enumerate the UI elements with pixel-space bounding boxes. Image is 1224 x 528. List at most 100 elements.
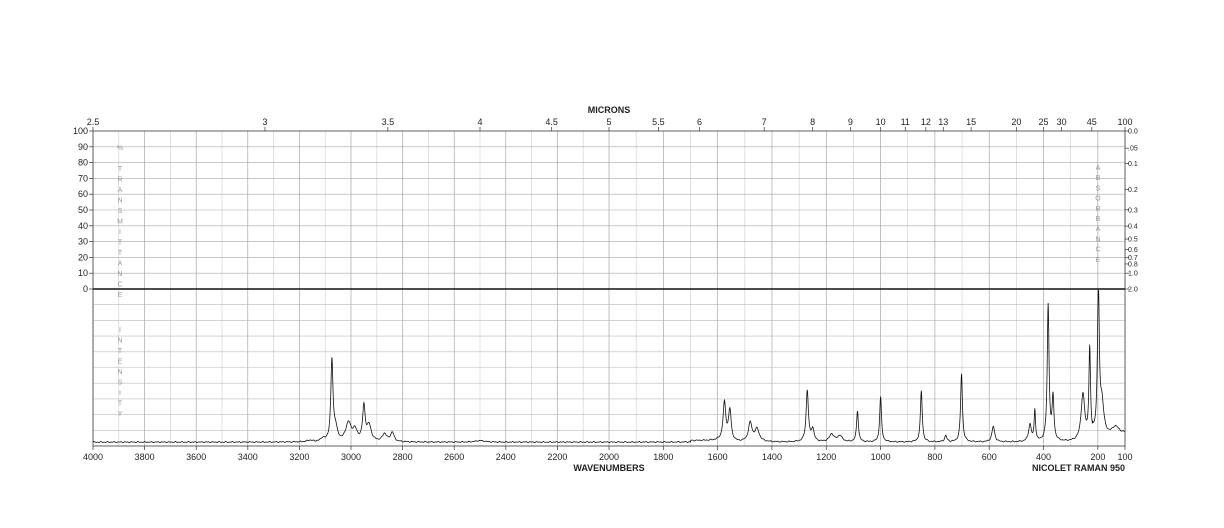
transmittance-tick-label: 0 (83, 284, 88, 294)
transmittance-tick-label: 90 (78, 142, 88, 152)
absorbance-axis: 0.0 .05 0.1 0.2 0.3 0.4 0.5 0.60.70.8 1.0 2.0 (1125, 129, 1138, 294)
transmittance-tick-label: 40 (78, 221, 88, 231)
micron-tick-label: 13 (938, 117, 948, 127)
vertical-label-letter: N (1095, 236, 1100, 243)
micron-tick-label: 12 (921, 117, 931, 127)
wavenumber-tick-label: 1000 (871, 452, 891, 462)
micron-tick-label: 5.5 (652, 117, 665, 127)
wavenumber-tick-label: 4000 (83, 452, 103, 462)
transmittance-tick-label: 60 (78, 189, 88, 199)
micron-tick-label: 45 (1087, 117, 1097, 127)
vertical-label-letter: O (1095, 196, 1101, 203)
vertical-label-letter: Y (118, 411, 123, 418)
transmittance-tick-label: 10 (78, 268, 88, 278)
micron-tick-label: 15 (966, 117, 976, 127)
wavenumber-tick-label: 3200 (289, 452, 309, 462)
wavenumber-tick-label: 3600 (186, 452, 206, 462)
wavenumber-tick-label: 2800 (393, 452, 413, 462)
vertical-label-letter: E (118, 359, 123, 366)
vertical-label-letter: % (117, 145, 123, 152)
vertical-label-letter: N (117, 338, 122, 345)
wavenumber-tick-label: 3000 (341, 452, 361, 462)
absorbance-tick-label: 1.0 (1128, 271, 1138, 278)
absorbance-tick-label: 0.3 (1128, 207, 1138, 214)
wavenumber-tick-label: 200 (1090, 452, 1105, 462)
micron-tick-label: 4.5 (545, 117, 558, 127)
transmittance-tick-label: 50 (78, 205, 88, 215)
transmittance-tick-label: 100 (73, 126, 88, 136)
vertical-label-letter: S (1096, 185, 1101, 192)
vertical-label-letter: I (119, 327, 121, 334)
vertical-label-letter: E (1096, 257, 1101, 264)
micron-tick-label: 3 (262, 117, 267, 127)
vertical-label-letter: A (1096, 165, 1101, 172)
micron-tick-label: 7 (762, 117, 767, 127)
micron-tick-label: 4 (477, 117, 482, 127)
transmittance-tick-label: 20 (78, 252, 88, 262)
transmittance-tick-label: 30 (78, 237, 88, 247)
vertical-label-letter: T (118, 250, 123, 257)
vertical-label-letter: N (117, 369, 122, 376)
wavenumber-tick-label: 2200 (547, 452, 567, 462)
vertical-label-letter: N (117, 271, 122, 278)
wavenumber-tick-label: 1200 (816, 452, 836, 462)
wavenumber-tick-label: 1800 (653, 452, 673, 462)
chart-title: MICRONS (588, 105, 631, 115)
transmittance-tick-label: 80 (78, 158, 88, 168)
vertical-label-letter: M (117, 219, 123, 226)
micron-tick-label: 3.5 (382, 117, 395, 127)
micron-tick-label: 20 (1011, 117, 1021, 127)
wavenumber-tick-label: 1600 (708, 452, 728, 462)
vertical-label-letter: N (117, 198, 122, 205)
vertical-label-letter: T (118, 166, 123, 173)
wavenumber-axis: 4000 3800 3600 3400 3200 3000 2800 2600 2400 2200… (83, 446, 1133, 462)
wavenumber-tick-label: 600 (982, 452, 997, 462)
absorbance-tick-label: 0.2 (1128, 187, 1138, 194)
micron-tick-label: 5 (606, 117, 611, 127)
vertical-label-letter: I (119, 390, 121, 397)
wavenumber-tick-label: 3800 (135, 452, 155, 462)
micron-tick-label: 9 (848, 117, 853, 127)
absorbance-tick-label: .05 (1128, 146, 1138, 153)
wavenumber-tick-label: 2000 (599, 452, 619, 462)
wavenumber-tick-label: 2600 (444, 452, 464, 462)
vertical-label-letter: T (118, 401, 123, 408)
wavenumber-tick-label: 2400 (496, 452, 516, 462)
vertical-label-letter: E (118, 292, 123, 299)
vertical-label-letter: A (1096, 226, 1101, 233)
grid (92, 130, 1126, 447)
micron-tick-label: 8 (810, 117, 815, 127)
absorbance-tick-label: 0.7 (1128, 255, 1138, 262)
micron-tick-label: 10 (876, 117, 886, 127)
vertical-label-letter: I (119, 229, 121, 236)
transmittance-tick-label: 70 (78, 173, 88, 183)
absorbance-tick-label: 0.0 (1128, 129, 1138, 136)
instrument-label: NICOLET RAMAN 950 (1032, 463, 1125, 473)
wavenumber-tick-label: 3400 (238, 452, 258, 462)
spectrum-line (92, 290, 1126, 444)
absorbance-tick-label: 0.5 (1128, 237, 1138, 244)
micron-tick-label: 2.5 (87, 117, 100, 127)
absorbance-tick-label: 0.6 (1128, 247, 1138, 254)
vertical-label-letter: B (1096, 216, 1101, 223)
absorbance-tick-label: 0.4 (1128, 224, 1138, 231)
micron-axis: 2.5 3 3.5 4 4.5 5 5.5 6 7 8 9 10 11 12 13 15 20 25 30 45 100 (87, 117, 1133, 131)
vertical-label-letter: T (118, 348, 123, 355)
micron-tick-label: 6 (697, 117, 702, 127)
micron-tick-label: 25 (1039, 117, 1049, 127)
vertical-label-letter: S (118, 380, 123, 387)
wavenumber-tick-label: 400 (1036, 452, 1051, 462)
vertical-label-letter: T (118, 240, 123, 247)
vertical-label-letter: R (117, 177, 122, 184)
wavenumber-tick-label: 100 (1117, 452, 1132, 462)
vertical-label-letter: S (118, 208, 123, 215)
vertical-label-letter: C (117, 282, 122, 289)
micron-tick-label: 30 (1057, 117, 1067, 127)
wavenumber-tick-label: 1400 (762, 452, 782, 462)
